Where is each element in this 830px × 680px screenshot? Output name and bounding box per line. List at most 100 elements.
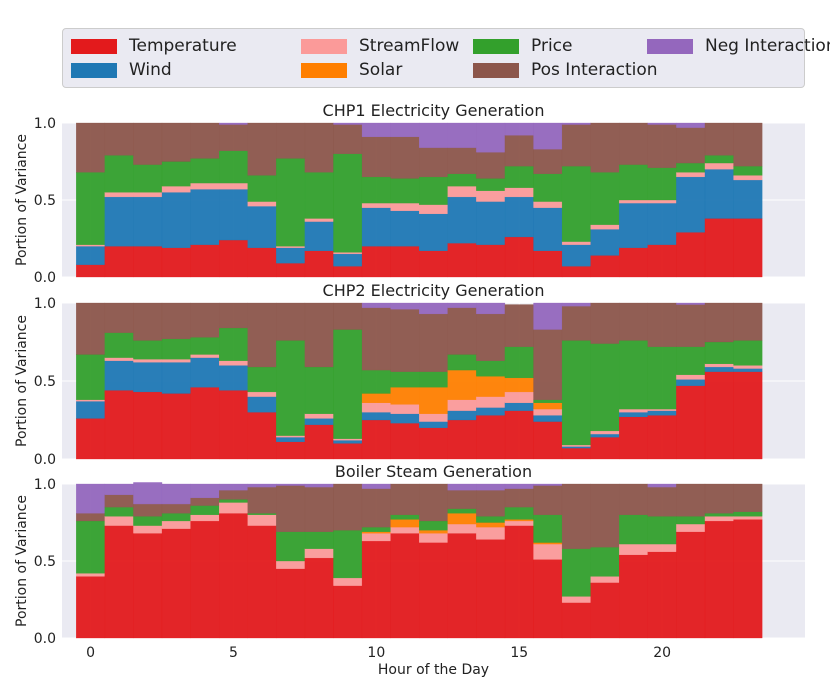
bar-segment (247, 513, 277, 515)
bar-segment (504, 520, 534, 526)
bar-segment (133, 192, 163, 198)
bar-segment (647, 483, 677, 488)
bar-segment (190, 505, 220, 515)
bar-segment (419, 176, 448, 205)
bar-segment (390, 371, 420, 388)
x-tick-label: 10 (367, 645, 385, 661)
bar-segment (733, 371, 763, 460)
bar-segment (619, 164, 648, 201)
bar-segment (447, 410, 477, 421)
y-axis-label: Portion of Variance (14, 134, 30, 266)
bar-segment (647, 167, 677, 201)
bar-segment (476, 178, 506, 191)
bar-segment (561, 244, 591, 267)
bar-segment (533, 559, 563, 639)
bar-segment (447, 508, 477, 514)
bar-segment (619, 554, 648, 639)
bar-segment (333, 530, 363, 579)
bar-segment (561, 483, 591, 549)
bar-segment (247, 366, 277, 393)
bar-segment (533, 329, 563, 400)
bar-segment (533, 173, 563, 202)
bar-segment (276, 246, 306, 248)
bar-segment (733, 165, 763, 176)
bar-segment (533, 207, 563, 251)
bar-segment (276, 531, 306, 562)
bar-segment (304, 424, 334, 460)
bar-segment (161, 192, 191, 248)
bar-segment (619, 408, 648, 413)
bar-segment (733, 175, 763, 181)
bar-segment (361, 176, 391, 204)
legend-label: Solar (359, 60, 403, 80)
bar-segment (590, 437, 620, 460)
bar-segment (447, 523, 477, 534)
bar-segment (619, 247, 648, 278)
bar-segment (704, 516, 734, 522)
bar-segment (733, 365, 763, 369)
bar-segment (361, 533, 391, 542)
bar-segment (133, 503, 163, 517)
bar-segment (504, 525, 534, 639)
bar-segment (104, 390, 134, 460)
bar-segment (647, 486, 677, 517)
bar-segment (447, 196, 477, 244)
bar-segment (361, 307, 391, 371)
bar-segment (561, 165, 591, 242)
bar-segment (619, 514, 648, 545)
bar-segment (733, 340, 763, 366)
panel-title: Boiler Steam Generation (335, 462, 532, 481)
bar-segment (733, 511, 763, 517)
bar-segment (419, 302, 448, 315)
bar-segment (276, 485, 306, 532)
legend-item: Price (473, 36, 572, 56)
bar-segment (219, 327, 248, 361)
bar-segment (361, 246, 391, 278)
bar-segment (704, 366, 734, 372)
bar-segment (333, 302, 363, 330)
bar-segment (304, 218, 334, 222)
bar-segment (304, 548, 334, 559)
bar-segment (333, 266, 363, 278)
bar-segment (276, 247, 306, 264)
bar-segment (476, 539, 506, 639)
bar-segment (447, 513, 477, 525)
bar-segment (476, 122, 506, 153)
bar-segment (447, 302, 477, 308)
bar-segment (104, 483, 134, 495)
bar-segment (104, 360, 134, 391)
bar-segment (476, 360, 506, 377)
legend-item: Temperature (71, 36, 237, 56)
bar-segment (276, 122, 306, 159)
bar-segment (104, 494, 134, 508)
bar-segment (361, 526, 391, 532)
bar-segment (333, 483, 363, 531)
bar-segment (447, 185, 477, 198)
y-tick-label: 1.0 (34, 296, 56, 312)
bar-segment (133, 516, 163, 526)
bar-segment (619, 340, 648, 410)
bar-segment (133, 196, 163, 247)
bar-segment (304, 413, 334, 419)
bar-segment (647, 410, 677, 416)
y-tick-label: 0.0 (34, 270, 56, 286)
bar-segment (533, 485, 563, 515)
bar-segment (504, 187, 534, 198)
bar-segment (647, 244, 677, 278)
bar-segment (247, 206, 277, 248)
bar-segment (247, 391, 277, 397)
bar-segment (133, 302, 163, 341)
bar-segment (647, 202, 677, 245)
bar-segment (447, 122, 477, 148)
bar-segment (561, 340, 591, 446)
bar-segment (533, 201, 563, 208)
bar-segment (647, 551, 677, 639)
bar-segment (161, 338, 191, 360)
bar-segment (361, 202, 391, 208)
bar-segment (419, 387, 448, 414)
bar-segment (647, 415, 677, 460)
bar-segment (133, 533, 163, 639)
bar-segment (533, 514, 563, 543)
bar-segment (619, 302, 648, 341)
bar-segment (476, 302, 506, 315)
